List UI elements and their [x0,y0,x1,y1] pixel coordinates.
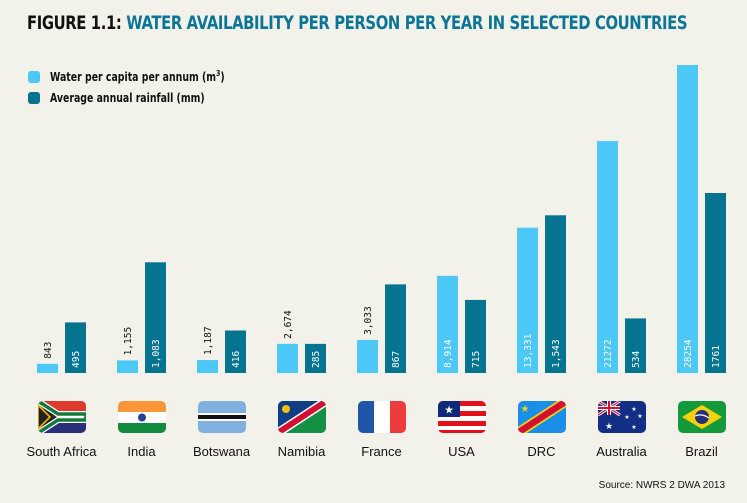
svg-text:★: ★ [604,421,612,431]
bar-rainfall-australia [625,318,646,373]
legend-item-rainfall: Average annual rainfall (mm) [28,87,274,108]
country-label-south-africa: South Africa [26,444,97,459]
country-label-botswana: Botswana [192,444,251,459]
legend-label-rainfall: Average annual rainfall (mm) [50,90,205,105]
flag-india-icon [117,401,166,433]
country-label-namibia: Namibia [277,444,326,459]
legend-item-water: Water per capita per annum (m3) [28,66,274,87]
flag-south-africa-icon [37,401,86,433]
bar-rainfall-south-africa [65,322,86,373]
label-water-namibia: 2,674 [283,310,294,339]
bar-water-botswana [197,360,218,373]
figure-number: FIGURE 1.1: [27,12,122,34]
label-water-brazil: 28254 [683,339,694,368]
bar-rainfall-namibia [305,343,326,373]
svg-text:★: ★ [444,405,454,417]
svg-text:★: ★ [624,414,629,421]
country-label-australia: Australia [596,444,647,459]
label-rainfall-australia: 534 [631,351,642,368]
label-water-australia: 21272 [603,339,614,368]
label-rainfall-usa: 715 [471,351,482,368]
legend-swatch-water [28,70,40,83]
bar-rainfall-drc [545,215,566,373]
flag-australia-icon: ★ ★ ★ ★ ★ [597,401,646,433]
bar-water-usa [437,275,458,373]
svg-text:★: ★ [520,404,529,415]
country-label-usa: USA [448,444,475,459]
bar-water-australia [597,141,618,373]
legend-swatch-rainfall [28,91,40,104]
label-water-usa: 8,914 [443,339,454,368]
bar-water-namibia [277,343,298,373]
label-water-botswana: 1,187 [203,326,214,355]
label-water-france: 3,033 [363,306,374,335]
bar-rainfall-india [145,262,166,373]
country-label-drc: DRC [527,444,556,459]
label-rainfall-namibia: 285 [311,351,322,368]
svg-text:★: ★ [637,413,642,420]
label-rainfall-brazil: 1761 [711,345,722,368]
country-label-brazil: Brazil [685,444,718,459]
figure-title: WATER AVAILABILITY PER PERSON PER YEAR I… [126,12,688,34]
label-rainfall-drc: 1,543 [551,339,562,368]
label-rainfall-south-africa: 495 [71,351,82,368]
bar-water-drc [517,227,538,373]
bar-water-south-africa [37,363,58,373]
country-label-india: India [127,444,156,459]
bar-rainfall-france [385,284,406,373]
bar-water-india [117,360,138,373]
legend: Water per capita per annum (m3) Average … [28,66,274,108]
svg-text:★: ★ [631,424,636,431]
source-note: Source: NWRS 2 DWA 2013 [598,480,725,491]
chart-title: FIGURE 1.1: WATER AVAILABILITY PER PERSO… [27,12,688,34]
bar-water-france [357,339,378,373]
flag-namibia-icon [277,401,326,433]
legend-label-water: Water per capita per annum (m3) [50,69,225,84]
bar-rainfall-usa [465,299,486,373]
flag-france-icon [357,401,406,433]
svg-text:★: ★ [631,406,636,413]
flag-usa-icon: ★ [437,401,486,433]
label-water-south-africa: 843 [43,342,54,359]
label-water-drc: 13,331 [523,333,534,368]
flag-botswana-icon [197,401,246,433]
bar-rainfall-botswana [225,330,246,373]
label-rainfall-botswana: 416 [231,351,242,368]
label-water-india: 1,155 [123,327,134,356]
label-rainfall-india: 1,083 [151,339,162,368]
bar-rainfall-brazil [705,193,726,373]
bar-water-brazil [677,65,698,373]
label-rainfall-france: 867 [391,351,402,368]
country-label-france: France [361,444,402,459]
flag-brazil-icon [677,401,726,433]
flag-drc-icon: ★ [517,401,566,433]
